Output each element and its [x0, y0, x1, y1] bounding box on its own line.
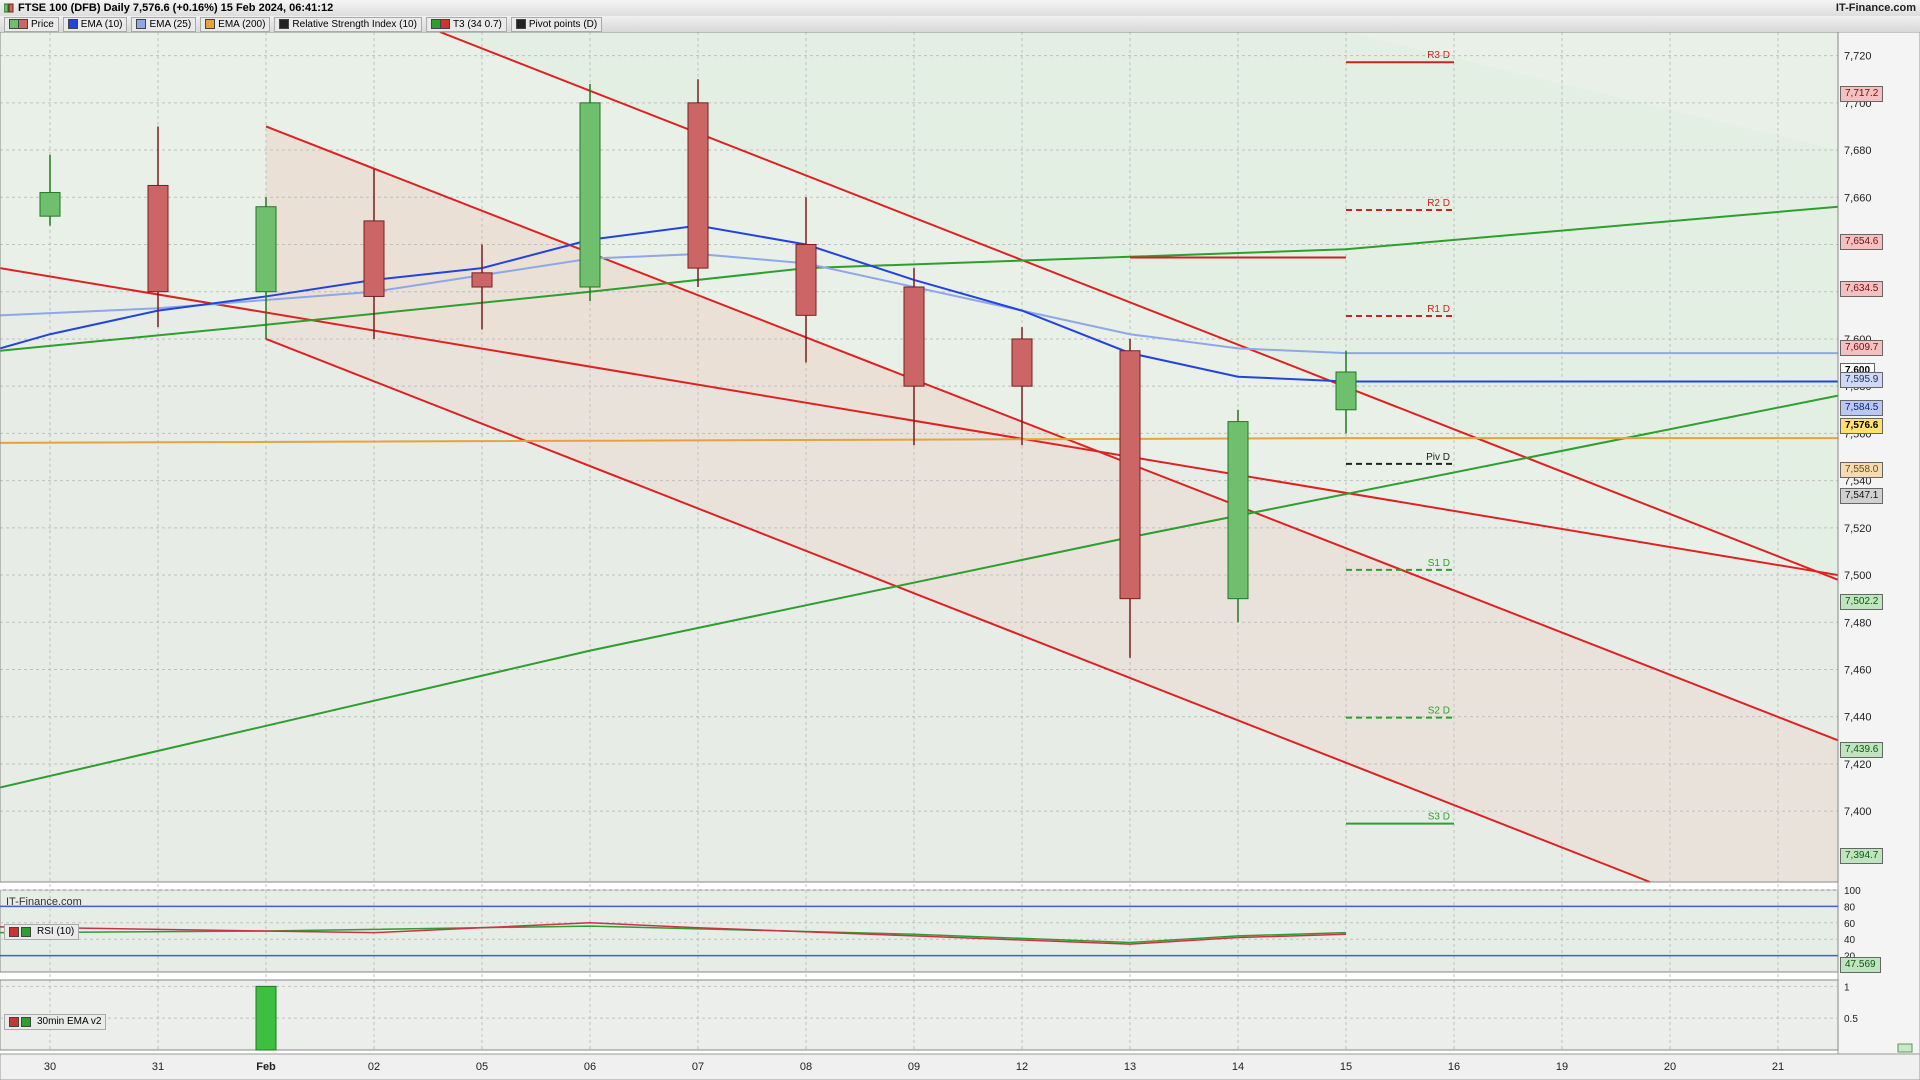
svg-text:16: 16 [1448, 1061, 1460, 1073]
price-axis-tag: 7,558.0 [1840, 462, 1883, 478]
panel-legend[interactable]: 30min EMA v2 [4, 1014, 106, 1030]
svg-text:Feb: Feb [256, 1061, 276, 1073]
svg-text:7,520: 7,520 [1844, 523, 1872, 535]
watermark: IT-Finance.com [6, 896, 82, 908]
price-axis-tag: 7,634.5 [1840, 281, 1883, 297]
price-axis-tag: 7,654.6 [1840, 234, 1883, 250]
svg-text:15: 15 [1340, 1061, 1352, 1073]
svg-text:R2 D: R2 D [1427, 198, 1450, 209]
svg-text:R3 D: R3 D [1427, 50, 1450, 61]
svg-text:7,440: 7,440 [1844, 712, 1872, 724]
svg-text:08: 08 [800, 1061, 812, 1073]
legend-price[interactable]: Price [4, 17, 59, 32]
price-axis-tag: 7,595.9 [1840, 372, 1883, 388]
brand-label: IT-Finance.com [1836, 2, 1916, 14]
price-axis-tag: 7,547.1 [1840, 488, 1883, 504]
svg-text:S3 D: S3 D [1428, 812, 1450, 823]
svg-text:40: 40 [1844, 935, 1856, 946]
legend-ema25[interactable]: EMA (25) [131, 17, 196, 32]
legend-t3[interactable]: T3 (34 0.7) [426, 17, 507, 32]
svg-text:100: 100 [1844, 886, 1861, 897]
svg-text:09: 09 [908, 1061, 920, 1073]
price-axis-tag: 7,394.7 [1840, 848, 1883, 864]
svg-text:05: 05 [476, 1061, 488, 1073]
svg-text:7,460: 7,460 [1844, 665, 1872, 677]
candle-icon [4, 3, 14, 13]
svg-text:31: 31 [152, 1061, 164, 1073]
svg-text:20: 20 [1664, 1061, 1676, 1073]
svg-text:Piv D: Piv D [1426, 452, 1450, 463]
svg-text:21: 21 [1772, 1061, 1784, 1073]
svg-text:60: 60 [1844, 919, 1856, 930]
svg-text:12: 12 [1016, 1061, 1028, 1073]
price-axis-tag: 7,584.5 [1840, 400, 1883, 416]
svg-text:7,720: 7,720 [1844, 51, 1872, 63]
chart-area[interactable]: 7,7207,7007,6807,6607,6407,6207,6007,580… [0, 32, 1920, 1080]
svg-text:7,400: 7,400 [1844, 806, 1872, 818]
legend-ema10[interactable]: EMA (10) [63, 17, 128, 32]
legend-ema200[interactable]: EMA (200) [200, 17, 270, 32]
svg-text:19: 19 [1556, 1061, 1568, 1073]
title-bar: FTSE 100 (DFB) Daily 7,576.6 (+0.16%) 15… [0, 0, 1920, 17]
svg-text:30: 30 [44, 1061, 56, 1073]
svg-text:14: 14 [1232, 1061, 1244, 1073]
svg-text:R1 D: R1 D [1427, 304, 1450, 315]
price-axis-tag: 7,576.6 [1840, 418, 1883, 434]
svg-text:06: 06 [584, 1061, 596, 1073]
svg-text:7,680: 7,680 [1844, 145, 1872, 157]
price-axis-tag: 7,439.6 [1840, 742, 1883, 758]
svg-text:S1 D: S1 D [1428, 558, 1450, 569]
svg-text:13: 13 [1124, 1061, 1136, 1073]
svg-text:0.5: 0.5 [1844, 1014, 1858, 1025]
svg-text:07: 07 [692, 1061, 704, 1073]
svg-text:1: 1 [1844, 982, 1850, 993]
svg-text:02: 02 [368, 1061, 380, 1073]
legend-pivots[interactable]: Pivot points (D) [511, 17, 602, 32]
legend-rsi[interactable]: Relative Strength Index (10) [274, 17, 422, 32]
price-axis-tag: 7,609.7 [1840, 340, 1883, 356]
svg-text:7,420: 7,420 [1844, 759, 1872, 771]
legend-bar: Price EMA (10) EMA (25) EMA (200) Relati… [0, 16, 1920, 33]
svg-text:7,660: 7,660 [1844, 192, 1872, 204]
svg-text:S2 D: S2 D [1428, 706, 1450, 717]
svg-text:7,480: 7,480 [1844, 617, 1872, 629]
svg-text:7,500: 7,500 [1844, 570, 1872, 582]
panel-legend[interactable]: RSI (10) [4, 924, 79, 940]
chart-title: FTSE 100 (DFB) Daily 7,576.6 (+0.16%) 15… [18, 2, 333, 14]
price-axis-tag: 7,502.2 [1840, 594, 1883, 610]
price-axis-tag: 7,717.2 [1840, 86, 1883, 102]
price-axis-tag: 47.569 [1840, 957, 1881, 973]
svg-text:80: 80 [1844, 902, 1856, 913]
